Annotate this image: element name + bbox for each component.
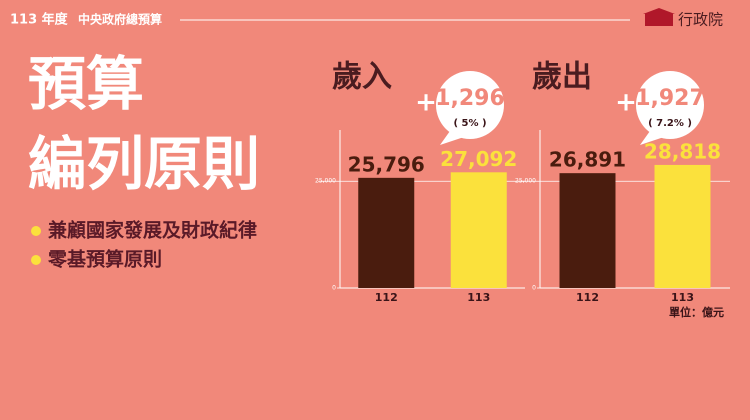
bullet-dot bbox=[31, 226, 41, 236]
header-title: 中央政府總預算 bbox=[78, 12, 162, 27]
annotation-sign: + bbox=[415, 88, 437, 118]
value-label: 26,891 bbox=[549, 148, 626, 172]
bar bbox=[559, 173, 616, 288]
annotation-sign: + bbox=[615, 88, 637, 118]
x-tick-label: 112 bbox=[375, 291, 398, 304]
logo-text: 行政院 bbox=[678, 11, 723, 29]
x-tick-label: 113 bbox=[671, 291, 694, 304]
annotation-note: ( 7.2% ) bbox=[648, 118, 692, 129]
logo-icon bbox=[643, 8, 675, 26]
header-year: 113 年度 bbox=[10, 12, 69, 28]
bullet: 零基預算原則 bbox=[47, 248, 162, 271]
headline: 編列原則 bbox=[28, 130, 260, 198]
y-tick-label: 0 bbox=[332, 285, 336, 292]
annotation-note: ( 5% ) bbox=[453, 118, 486, 129]
bubble bbox=[436, 71, 504, 139]
value-label: 25,796 bbox=[348, 152, 425, 176]
bullet: 兼顧國家發展及財政紀律 bbox=[48, 219, 257, 242]
bar bbox=[358, 177, 415, 288]
x-tick-label: 112 bbox=[576, 291, 599, 304]
headline: 預算 bbox=[28, 50, 144, 118]
bar bbox=[450, 172, 507, 288]
x-tick-label: 113 bbox=[467, 291, 490, 304]
chart-title: 歲出 bbox=[532, 60, 592, 95]
chart-title: 歲入 bbox=[332, 60, 392, 95]
value-label: 28,818 bbox=[644, 139, 721, 163]
annotation: 1,927 bbox=[635, 86, 705, 111]
unit-note: 單位：億元 bbox=[669, 305, 724, 319]
annotation: 1,296 bbox=[435, 86, 505, 111]
value-label: 27,092 bbox=[440, 147, 517, 171]
y-tick-label: 0 bbox=[532, 285, 536, 292]
bubble bbox=[636, 71, 704, 139]
bullet-dot bbox=[31, 255, 41, 265]
bar bbox=[654, 164, 711, 288]
